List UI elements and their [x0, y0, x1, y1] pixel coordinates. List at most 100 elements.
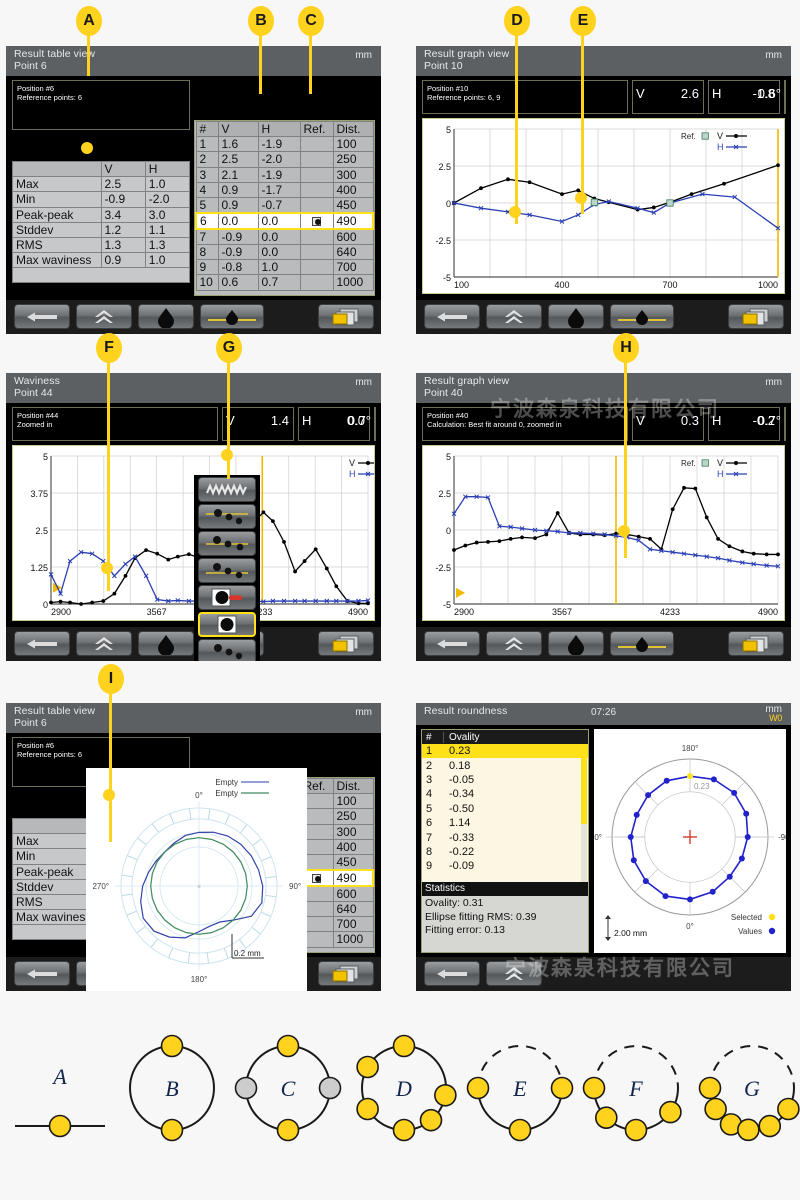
table-row[interactable]: Peak-peak 3.4 3.0	[12, 206, 191, 223]
cell-dist: 250	[332, 151, 374, 168]
list-item[interactable]: 2 0.18	[422, 758, 588, 772]
stat-label: Min	[12, 191, 102, 208]
list-item[interactable]: 7 -0.33	[422, 830, 588, 844]
table-row[interactable]: 9 -0.8 1.0 700	[195, 259, 374, 276]
list-item[interactable]: 8 -0.22	[422, 845, 588, 859]
panel3-h-readout: H 0.0	[298, 407, 370, 441]
item-index: 6	[426, 817, 433, 830]
cell-h: 0.0	[257, 228, 301, 245]
panel3-header: Waviness Point 44 mm	[6, 373, 381, 403]
probe-button[interactable]	[138, 304, 194, 329]
v-value: 0.3	[680, 413, 699, 428]
probe-red-icon-button[interactable]	[198, 585, 256, 610]
panel2-info-strip: Position #10 Reference points: 6, 9 V 2.…	[422, 80, 786, 114]
table-row[interactable]: 8 -0.9 0.0 640	[195, 243, 374, 261]
roundness-polar-plot[interactable]: 0.23 180° 90° -90° 0° 2.00 mm Selected Values	[590, 729, 791, 953]
svg-text:180°: 180°	[682, 744, 699, 753]
callout-b: B	[248, 6, 274, 94]
cell-dist: 300	[332, 823, 374, 840]
table-row[interactable]: 6 0.0 0.0 490	[195, 211, 374, 230]
panel-waviness: Waviness Point 44 mm Position #44 Zoomed…	[6, 373, 381, 661]
v-label: V	[226, 413, 235, 428]
probe-slider-button[interactable]	[200, 304, 264, 329]
window-stack-button[interactable]	[728, 631, 784, 656]
table-row[interactable]: 1 1.6 -1.9 100	[195, 136, 374, 153]
table-row[interactable]: Stddev 1.2 1.1	[12, 221, 191, 238]
window-stack-button[interactable]	[728, 304, 784, 329]
probe-slider-button[interactable]	[610, 631, 674, 656]
table-row[interactable]: Max 2.5 1.0	[12, 176, 191, 193]
scroll-up-button[interactable]	[76, 631, 132, 656]
list-item[interactable]: 1 0.23	[422, 744, 588, 759]
back-button[interactable]	[14, 961, 70, 986]
scroll-up-button[interactable]	[486, 631, 542, 656]
scroll-up-button[interactable]	[486, 304, 542, 329]
probe-dot-icon-button[interactable]	[198, 612, 256, 637]
panel4-chart[interactable]: 5 2.5 0 -2.5 -5 2900 3567 4233 4900 Ref. V H	[422, 445, 785, 621]
v-value: 1.4	[270, 413, 289, 428]
cell-ref	[299, 196, 334, 214]
probe-button[interactable]	[548, 631, 604, 656]
panel1-data-table[interactable]: # V H Ref. Dist. 1 1.6 -1.9 100 2 2.5 -2.0 250 3…	[194, 120, 375, 296]
svg-text:2900: 2900	[51, 607, 71, 617]
scroll-up-button[interactable]	[76, 304, 132, 329]
panel2-chart[interactable]: 5 2.5 0 -2.5 -5 100 400 700 1000 Ref. V H	[422, 118, 785, 294]
svg-text:H: H	[349, 469, 356, 479]
svg-text:0: 0	[446, 199, 451, 209]
table-row[interactable]: 4 0.9 -1.7 400	[195, 181, 374, 198]
waviness-icon-button[interactable]	[198, 477, 256, 502]
polar-chart-popup[interactable]: × 0° 90° 180° 270° Empty Empty 0.2 mm	[86, 768, 307, 991]
table-row[interactable]: Max waviness 0.9 1.0	[12, 252, 191, 269]
panel2-header: Result graph view Point 10 mm	[416, 46, 791, 76]
scroll-up-button[interactable]	[486, 961, 542, 986]
list-item[interactable]: 9 -0.09	[422, 859, 588, 873]
table-row[interactable]: 3 2.1 -1.9 300	[195, 166, 374, 183]
probe-slider-button[interactable]	[610, 304, 674, 329]
panel2-unit: mm	[765, 50, 782, 61]
table-row[interactable]: Min -0.9 -2.0	[12, 191, 191, 208]
table-row[interactable]: RMS 1.3 1.3	[12, 236, 191, 254]
cell-v: 0.9	[217, 196, 259, 214]
back-button[interactable]	[424, 304, 480, 329]
table-row[interactable]: 5 0.9 -0.7 450	[195, 196, 374, 214]
roundness-scrollbar[interactable]	[581, 744, 587, 882]
list-item[interactable]: 5 -0.50	[422, 802, 588, 816]
probe-button[interactable]	[138, 631, 194, 656]
list-item[interactable]: 3 -0.05	[422, 773, 588, 787]
window-stack-button[interactable]	[318, 304, 374, 329]
table-row[interactable]: 10 0.6 0.7 1000	[195, 274, 374, 291]
back-button[interactable]	[424, 961, 480, 986]
cell-dist: 400	[332, 181, 374, 198]
cell-dist: 100	[332, 793, 374, 810]
list-item[interactable]: 6 1.14	[422, 816, 588, 830]
panel6-title: Result roundness	[424, 705, 508, 717]
panel1-info-line2: Reference points: 6	[17, 93, 83, 102]
points-slider-3-icon-button[interactable]	[198, 558, 256, 583]
svg-text:G: G	[744, 1076, 760, 1101]
table-row[interactable]: 2 2.5 -2.0 250	[195, 151, 374, 168]
callout-a-stem	[87, 34, 90, 76]
cell-index: 10	[195, 274, 219, 291]
stat-v: 1.2	[100, 221, 146, 238]
svg-text:5: 5	[43, 452, 48, 462]
probe-button[interactable]	[548, 304, 604, 329]
roundness-ovality-list[interactable]: # Ovality 1 0.23 2 0.18 3 -0.05 4 -0.34 5 -0.50 6 1…	[421, 729, 589, 953]
back-button[interactable]	[424, 631, 480, 656]
points-cluster-icon-button[interactable]	[198, 639, 256, 661]
panel3-chart[interactable]: 5 3.75 2.5 1.25 0 2900 3567 4233 4900 V H	[12, 445, 375, 621]
cell-h: 1.0	[257, 259, 301, 276]
back-button[interactable]	[14, 304, 70, 329]
points-slider-2-icon-button[interactable]	[198, 531, 256, 556]
panel5-subtitle: Point 6	[14, 717, 47, 729]
points-slider-1-icon-button[interactable]	[198, 504, 256, 529]
list-item[interactable]: 4 -0.34	[422, 787, 588, 801]
table-row[interactable]: 7 -0.9 0.0 600	[195, 228, 374, 245]
svg-text:400: 400	[554, 280, 569, 290]
window-stack-button[interactable]	[318, 631, 374, 656]
panel4-body: Position #40 Calculation: Best fit aroun…	[416, 403, 791, 627]
callout-e: E	[570, 6, 596, 214]
panel5-unit: mm	[355, 707, 372, 718]
back-button[interactable]	[14, 631, 70, 656]
window-stack-button[interactable]	[318, 961, 374, 986]
roundness-rows: 1 0.23 2 0.18 3 -0.05 4 -0.34 5 -0.50 6 1.14 7 -0.33 8…	[422, 744, 588, 874]
